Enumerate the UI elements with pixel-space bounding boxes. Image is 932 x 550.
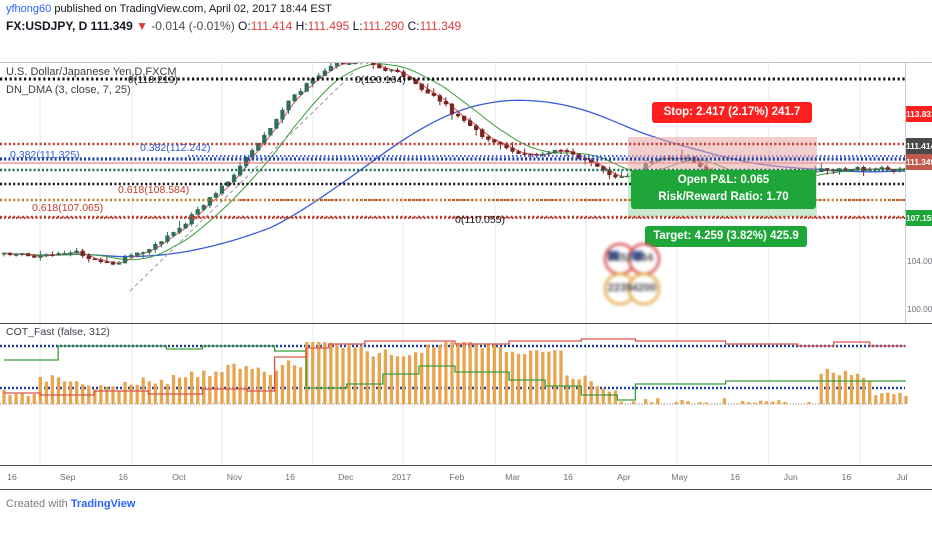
svg-text:234: 234: [635, 252, 654, 264]
svg-text:9352: 9352: [608, 252, 632, 264]
svg-text:2235: 2235: [608, 282, 632, 294]
svg-text:4200: 4200: [632, 282, 656, 294]
